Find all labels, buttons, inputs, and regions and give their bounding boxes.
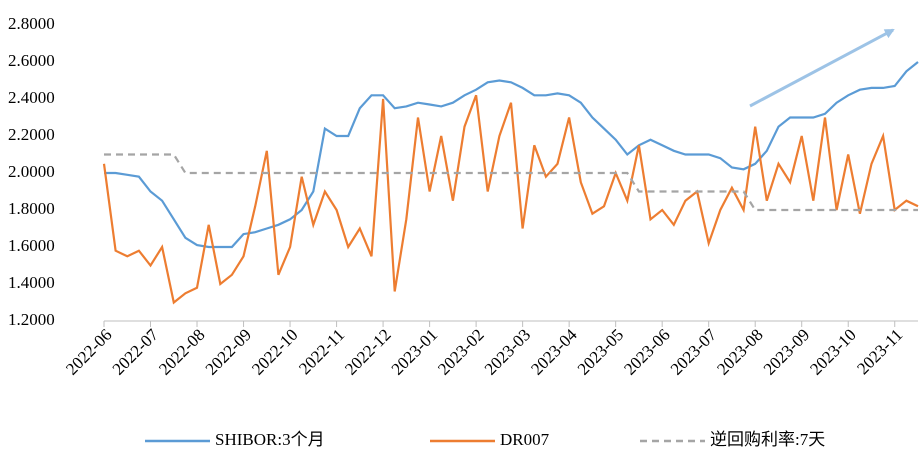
x-tick-label: 2023-09 <box>760 325 814 379</box>
x-tick-label: 2023-03 <box>481 325 535 379</box>
y-tick-label: 2.4000 <box>8 88 55 107</box>
series-line <box>104 61 919 249</box>
y-tick-label: 1.2000 <box>8 310 55 329</box>
y-tick-label: 2.6000 <box>8 51 55 70</box>
x-tick-label: 2023-04 <box>527 325 581 379</box>
x-tick-label: 2023-06 <box>620 325 674 379</box>
x-tick-label: 2022-07 <box>109 325 163 379</box>
x-tick-label: 2022-08 <box>155 325 209 379</box>
y-tick-label: 2.8000 <box>8 14 55 33</box>
x-tick-label: 2022-06 <box>62 325 116 379</box>
y-tick-label: 1.4000 <box>8 273 55 292</box>
y-tick-label: 2.0000 <box>8 162 55 181</box>
x-tick-label: 2023-05 <box>574 325 628 379</box>
x-tick-label: 2022-11 <box>295 325 348 378</box>
x-tick-label: 2022-12 <box>341 325 395 379</box>
x-tick-label: 2023-01 <box>388 325 442 379</box>
y-tick-label: 2.2000 <box>8 125 55 144</box>
x-tick-label: 2022-10 <box>248 325 302 379</box>
x-tick-label: 2023-10 <box>806 325 860 379</box>
legend-label: 逆回购利率:7天 <box>710 430 825 449</box>
legend-label: DR007 <box>500 430 550 449</box>
x-tick-label: 2023-02 <box>434 325 488 379</box>
x-tick-label: 2022-09 <box>202 325 256 379</box>
series-line <box>102 94 919 305</box>
x-tick-label: 2023-07 <box>667 325 721 379</box>
y-tick-label: 1.8000 <box>8 199 55 218</box>
trend-arrow <box>749 28 895 108</box>
series-line <box>104 153 918 212</box>
x-tick-label: 2023-08 <box>713 325 767 379</box>
y-tick-label: 1.6000 <box>8 236 55 255</box>
legend-label: SHIBOR:3个月 <box>215 430 325 449</box>
x-tick-label: 2023-11 <box>853 325 906 378</box>
